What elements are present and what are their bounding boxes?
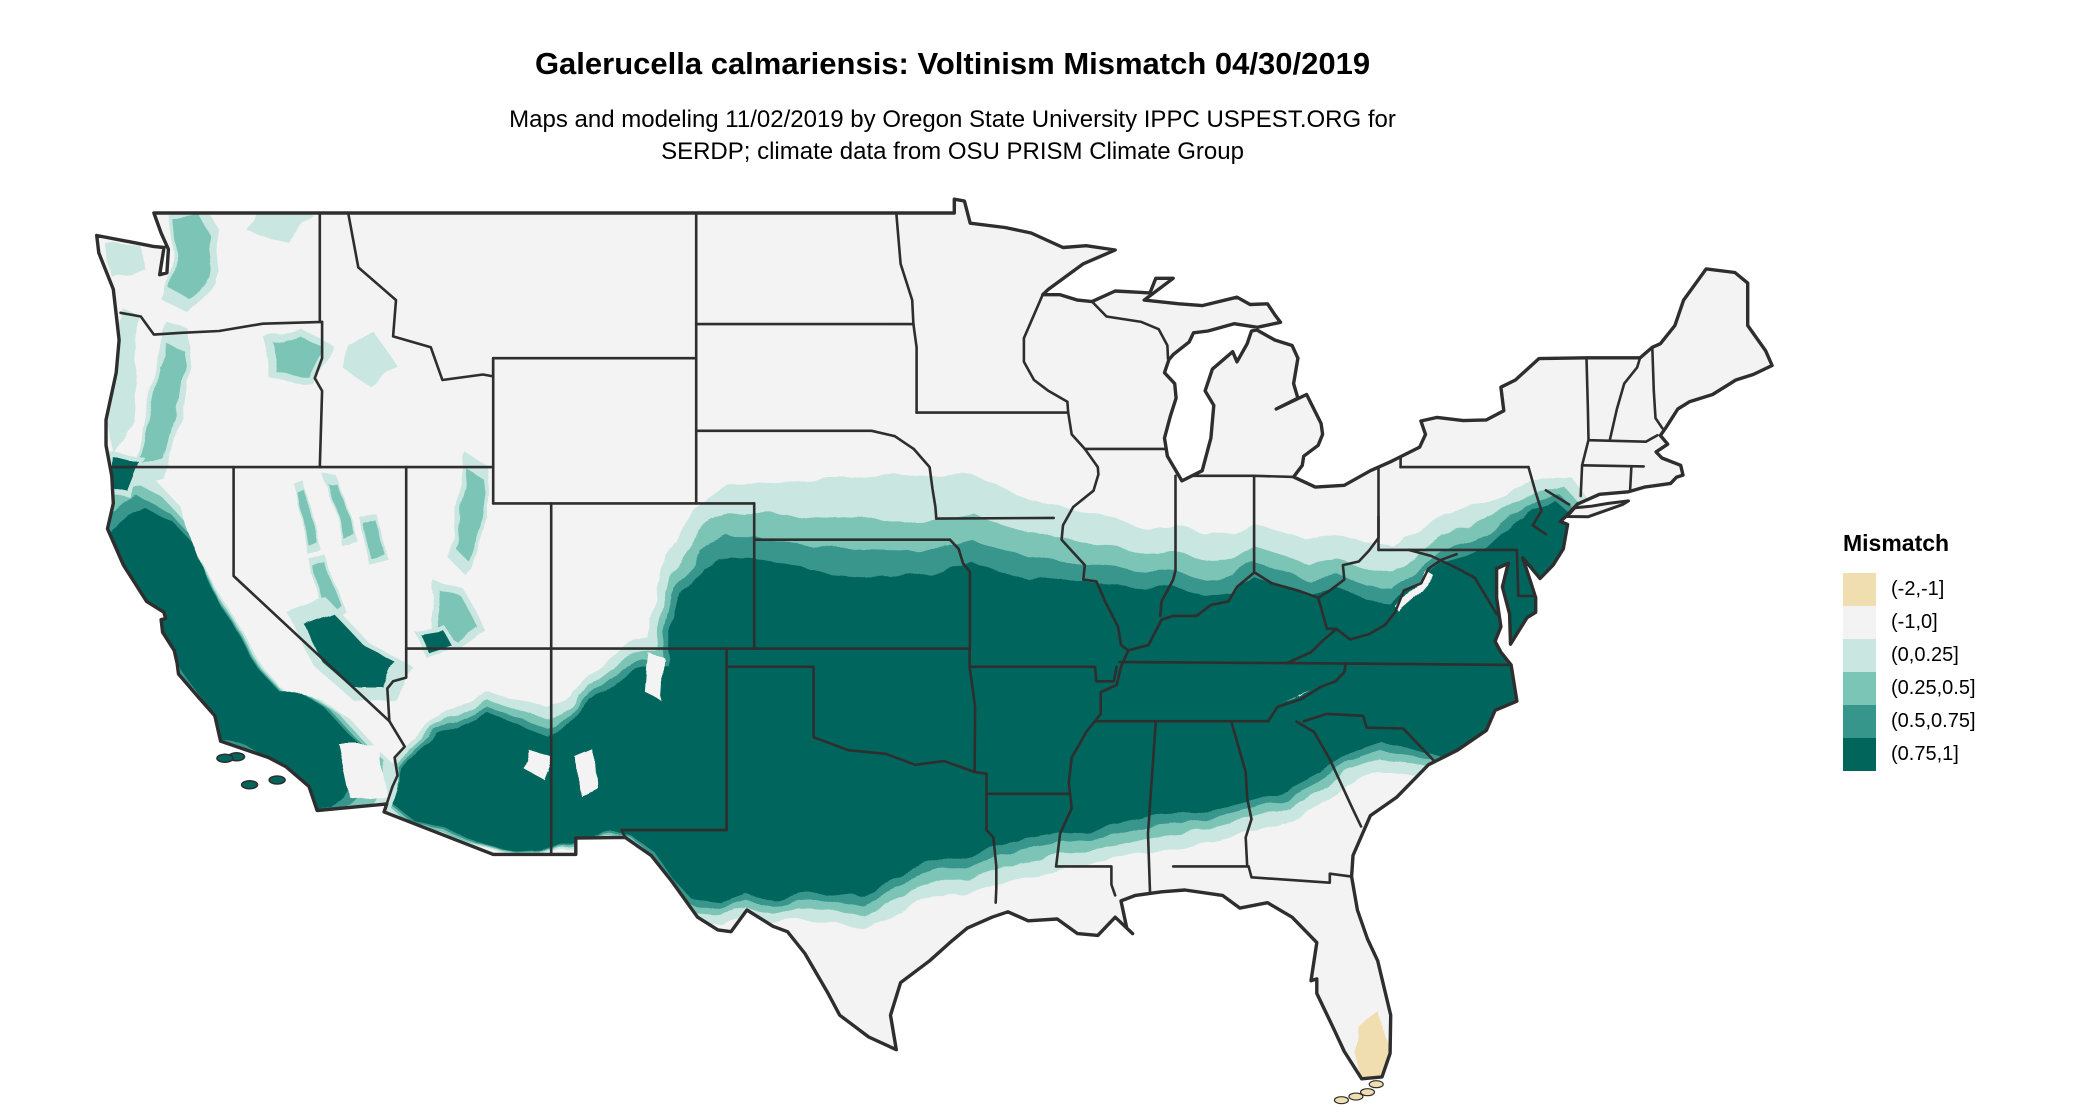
- channel-island: [216, 753, 234, 763]
- mismatch-patch: [110, 456, 141, 493]
- us-outline: [95, 197, 1774, 1081]
- legend-items: (-2,-1] (-1,0] (0,0.25] (0.25,0.5] (0.5,0.75…: [1843, 573, 1976, 771]
- highland-hole: [645, 652, 663, 700]
- channel-island: [268, 775, 286, 785]
- legend-swatch: [1843, 573, 1876, 606]
- mismatch-patch: [256, 214, 304, 239]
- legend-item: (0,0.25]: [1843, 639, 1976, 672]
- legend-label: (0.25,0.5]: [1891, 677, 1976, 699]
- legend-label: (0,0.25]: [1891, 644, 1959, 666]
- highland-hole: [1393, 570, 1435, 613]
- mismatch-patch: [454, 470, 486, 562]
- mismatch-patch: [108, 245, 141, 272]
- legend-item: (0.25,0.5]: [1843, 672, 1976, 705]
- mismatch-patch: [303, 612, 396, 689]
- legend-item: (-2,-1]: [1843, 573, 1976, 606]
- legend-item: (0.5,0.75]: [1843, 705, 1976, 738]
- mismatch-patch: [416, 626, 452, 653]
- highland-hole: [523, 750, 553, 780]
- long-island: [1565, 499, 1630, 519]
- florida-key-island: [1359, 1088, 1376, 1097]
- mismatch-patch: [311, 561, 341, 613]
- mismatch-patch: [361, 517, 385, 558]
- legend-label: (-2,-1]: [1891, 578, 1945, 600]
- mismatch-patch: [297, 492, 315, 544]
- legend-swatch: [1843, 672, 1876, 705]
- legend-item: (0.75,1]: [1843, 738, 1976, 771]
- mismatch-band: [391, 501, 1574, 903]
- mismatch-patch: [329, 485, 353, 537]
- mismatch-california: [104, 507, 365, 809]
- legend-swatch: [1843, 639, 1876, 672]
- legend-item: (-1,0]: [1843, 606, 1976, 639]
- state-borders: [106, 211, 1664, 904]
- legend-label: (0.75,1]: [1891, 743, 1959, 765]
- florida-key-island: [1348, 1092, 1364, 1101]
- highland-hole: [575, 750, 597, 794]
- mismatch-patch: [274, 336, 327, 380]
- legend-swatch: [1843, 606, 1876, 639]
- highland-hole: [210, 543, 295, 689]
- channel-island: [240, 779, 259, 790]
- mismatch-florida-tan: [1354, 1015, 1390, 1077]
- highland-hole: [338, 743, 385, 798]
- legend-label: (0.5,0.75]: [1891, 710, 1976, 732]
- mismatch-patch: [108, 325, 135, 435]
- legend-label: (-1,0]: [1891, 611, 1938, 633]
- mismatch-patch: [137, 343, 185, 468]
- florida-key-island: [1368, 1080, 1384, 1089]
- legend: Mismatch (-2,-1] (-1,0] (0,0.25] (0.25,0.5]…: [1843, 530, 1976, 771]
- legend-title: Mismatch: [1843, 530, 1950, 556]
- mismatch-patch: [352, 340, 391, 380]
- mismatch-patch: [169, 214, 214, 301]
- legend-swatch: [1843, 738, 1876, 771]
- legend-swatch: [1843, 705, 1876, 738]
- florida-key-island: [1333, 1096, 1350, 1105]
